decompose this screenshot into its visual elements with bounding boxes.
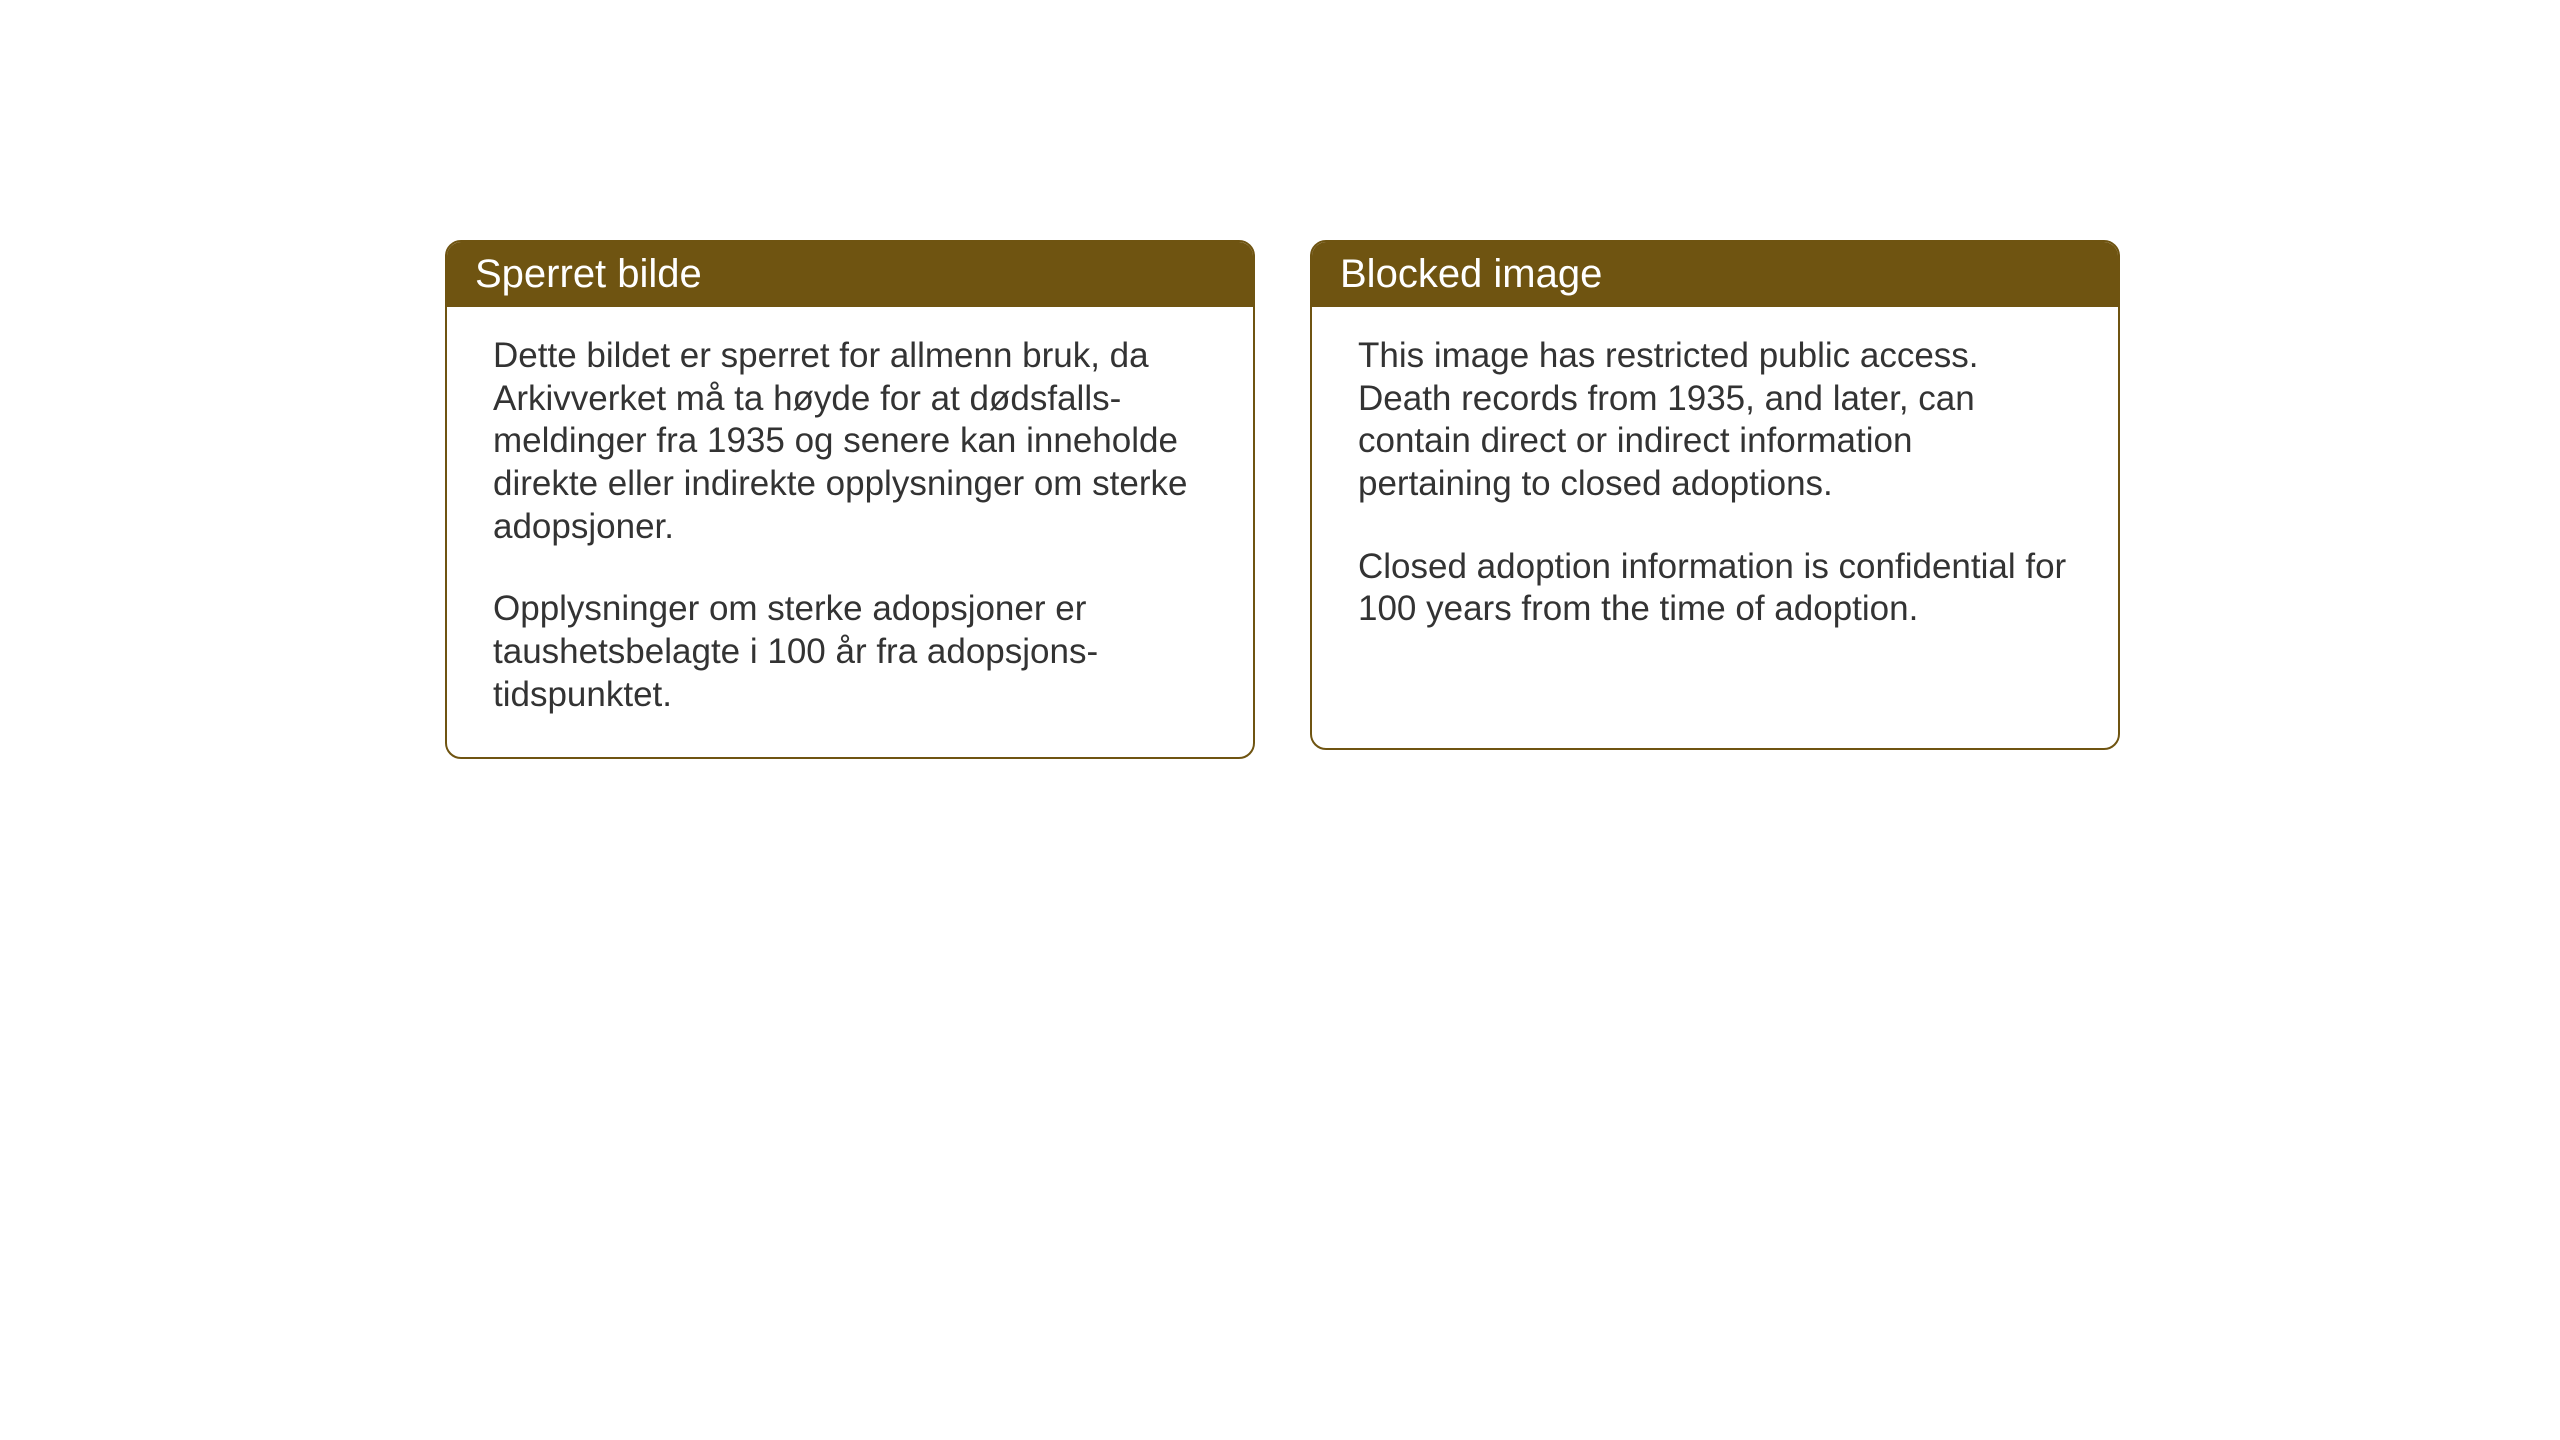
english-notice-header: Blocked image [1312, 242, 2118, 307]
english-paragraph-1: This image has restricted public access.… [1358, 335, 2072, 506]
norwegian-paragraph-2: Opplysninger om sterke adopsjoner er tau… [493, 588, 1207, 716]
norwegian-paragraph-1: Dette bildet er sperret for allmenn bruk… [493, 335, 1207, 548]
notice-container: Sperret bilde Dette bildet er sperret fo… [445, 240, 2120, 759]
norwegian-notice-box: Sperret bilde Dette bildet er sperret fo… [445, 240, 1255, 759]
english-notice-body: This image has restricted public access.… [1312, 307, 2118, 671]
norwegian-notice-body: Dette bildet er sperret for allmenn bruk… [447, 307, 1253, 757]
english-paragraph-2: Closed adoption information is confident… [1358, 546, 2072, 631]
norwegian-notice-header: Sperret bilde [447, 242, 1253, 307]
english-notice-box: Blocked image This image has restricted … [1310, 240, 2120, 750]
